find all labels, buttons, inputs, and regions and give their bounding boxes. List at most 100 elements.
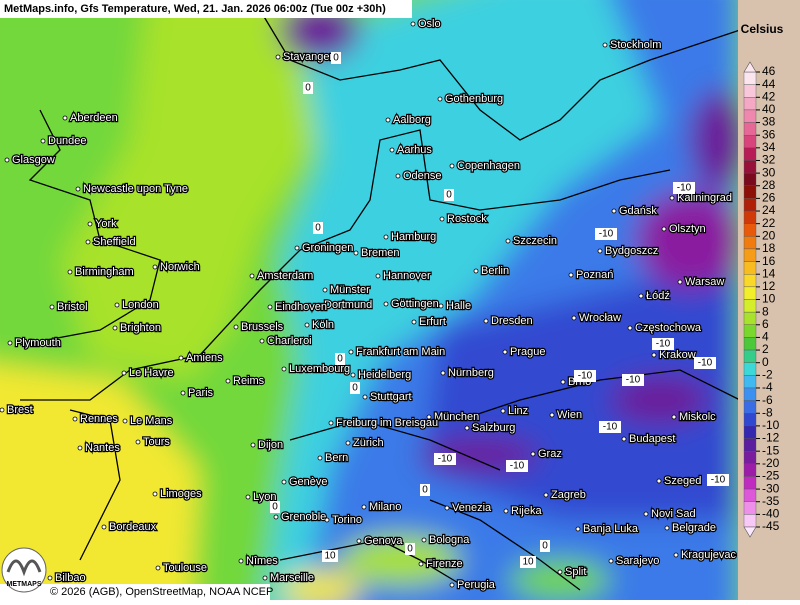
city-dot bbox=[549, 412, 555, 418]
city-dot bbox=[121, 370, 127, 376]
legend-swatch bbox=[743, 438, 757, 452]
city-dot bbox=[438, 303, 444, 309]
contour-label-bg bbox=[506, 460, 528, 472]
city-label: Dresden bbox=[491, 315, 533, 327]
city-label: Birmingham bbox=[75, 266, 134, 278]
legend-title: Celsius bbox=[741, 22, 784, 36]
city-label: Hamburg bbox=[391, 231, 436, 243]
city-label: Limoges bbox=[160, 488, 202, 500]
city-label: Genève bbox=[289, 476, 328, 488]
legend-label: 38 bbox=[762, 115, 776, 129]
city-dot bbox=[410, 21, 416, 27]
legend-label: 16 bbox=[762, 254, 776, 268]
city-dot bbox=[575, 526, 581, 532]
title-bg bbox=[0, 0, 412, 18]
contour-label: -10 bbox=[711, 475, 726, 486]
legend-label: 0 bbox=[762, 355, 769, 369]
legend-label: 40 bbox=[762, 102, 776, 116]
city-label: York bbox=[95, 218, 117, 230]
city-dot bbox=[72, 416, 78, 422]
city-label: Zagreb bbox=[551, 489, 586, 501]
city-dot bbox=[439, 216, 445, 222]
city-dot bbox=[621, 436, 627, 442]
city-label: Nantes bbox=[85, 442, 120, 454]
city-label: Gothenburg bbox=[445, 93, 503, 105]
legend-swatch bbox=[743, 223, 757, 237]
logo-text: METMAPS bbox=[7, 581, 42, 588]
city-dot bbox=[464, 425, 470, 431]
city-dot bbox=[281, 366, 287, 372]
city-label: Le Mans bbox=[130, 415, 173, 427]
contour-label: 0 bbox=[407, 544, 413, 555]
legend-label: 8 bbox=[762, 304, 769, 318]
legend-label: 30 bbox=[762, 165, 776, 179]
legend-label: 24 bbox=[762, 203, 776, 217]
contour-label: -10 bbox=[599, 229, 614, 240]
city-dot bbox=[238, 558, 244, 564]
city-label: Bristol bbox=[57, 301, 88, 313]
city-dot bbox=[152, 491, 158, 497]
legend-swatch bbox=[743, 311, 757, 325]
city-dot bbox=[7, 340, 13, 346]
city-dot bbox=[383, 301, 389, 307]
city-label: Halle bbox=[446, 300, 471, 312]
city-dot bbox=[40, 138, 46, 144]
city-dot bbox=[597, 248, 603, 254]
city-label: Łódź bbox=[646, 290, 670, 302]
city-label: Copenhagen bbox=[457, 160, 520, 172]
contour-label-bg bbox=[694, 357, 716, 369]
city-dot bbox=[643, 511, 649, 517]
legend-arrow-top bbox=[743, 61, 757, 73]
legend-swatch bbox=[743, 362, 757, 376]
city-label: Gdańsk bbox=[619, 205, 657, 217]
city-dot bbox=[262, 575, 268, 581]
city-dot bbox=[267, 304, 273, 310]
legend-swatch bbox=[743, 337, 757, 351]
city-dot bbox=[483, 318, 489, 324]
contour-label: -10 bbox=[510, 461, 525, 472]
city-label: Norwich bbox=[160, 261, 200, 273]
coastline bbox=[19, 9, 741, 591]
city-dot bbox=[500, 408, 506, 414]
city-label: Salzburg bbox=[472, 422, 515, 434]
city-dot bbox=[47, 575, 53, 581]
city-label: Bologna bbox=[429, 534, 470, 546]
contour-label-bg bbox=[673, 182, 695, 194]
contour-label-bg bbox=[270, 501, 280, 513]
city-dot bbox=[281, 479, 287, 485]
city-dot bbox=[449, 163, 455, 169]
city-dot bbox=[444, 505, 450, 511]
city-label: Toulouse bbox=[163, 562, 207, 574]
legend-label: 34 bbox=[762, 140, 776, 154]
city-label: Göttingen bbox=[391, 298, 439, 310]
city-dot bbox=[87, 221, 93, 227]
city-label: Dijon bbox=[258, 439, 283, 451]
city-dot bbox=[317, 455, 323, 461]
city-label: Torino bbox=[332, 514, 362, 526]
city-label: Sheffield bbox=[93, 236, 136, 248]
city-label: Warsaw bbox=[685, 276, 724, 288]
city-label: Split bbox=[565, 566, 586, 578]
contour-label: -10 bbox=[578, 371, 593, 382]
legend-swatch bbox=[743, 514, 757, 528]
city-label: Oslo bbox=[418, 18, 441, 30]
city-dot bbox=[557, 569, 563, 575]
city-label: Berlin bbox=[481, 265, 509, 277]
city-label: Plymouth bbox=[15, 337, 61, 349]
legend-swatch bbox=[743, 248, 757, 262]
city-dot bbox=[0, 407, 5, 413]
city-label: Dundee bbox=[48, 135, 87, 147]
legend-swatch bbox=[743, 236, 757, 250]
city-dot bbox=[75, 186, 81, 192]
city-dot bbox=[356, 538, 362, 544]
contour-label: 0 bbox=[352, 383, 358, 394]
city-dot bbox=[62, 115, 68, 121]
legend-swatch bbox=[743, 71, 757, 85]
city-label: Bordeaux bbox=[109, 521, 157, 533]
legend-label: 10 bbox=[762, 292, 776, 306]
contour-label-bg bbox=[331, 52, 341, 64]
city-label: Stockholm bbox=[610, 39, 661, 51]
legend-label: -35 bbox=[762, 494, 780, 508]
city-label: Zürich bbox=[353, 437, 384, 449]
city-dot bbox=[345, 440, 351, 446]
